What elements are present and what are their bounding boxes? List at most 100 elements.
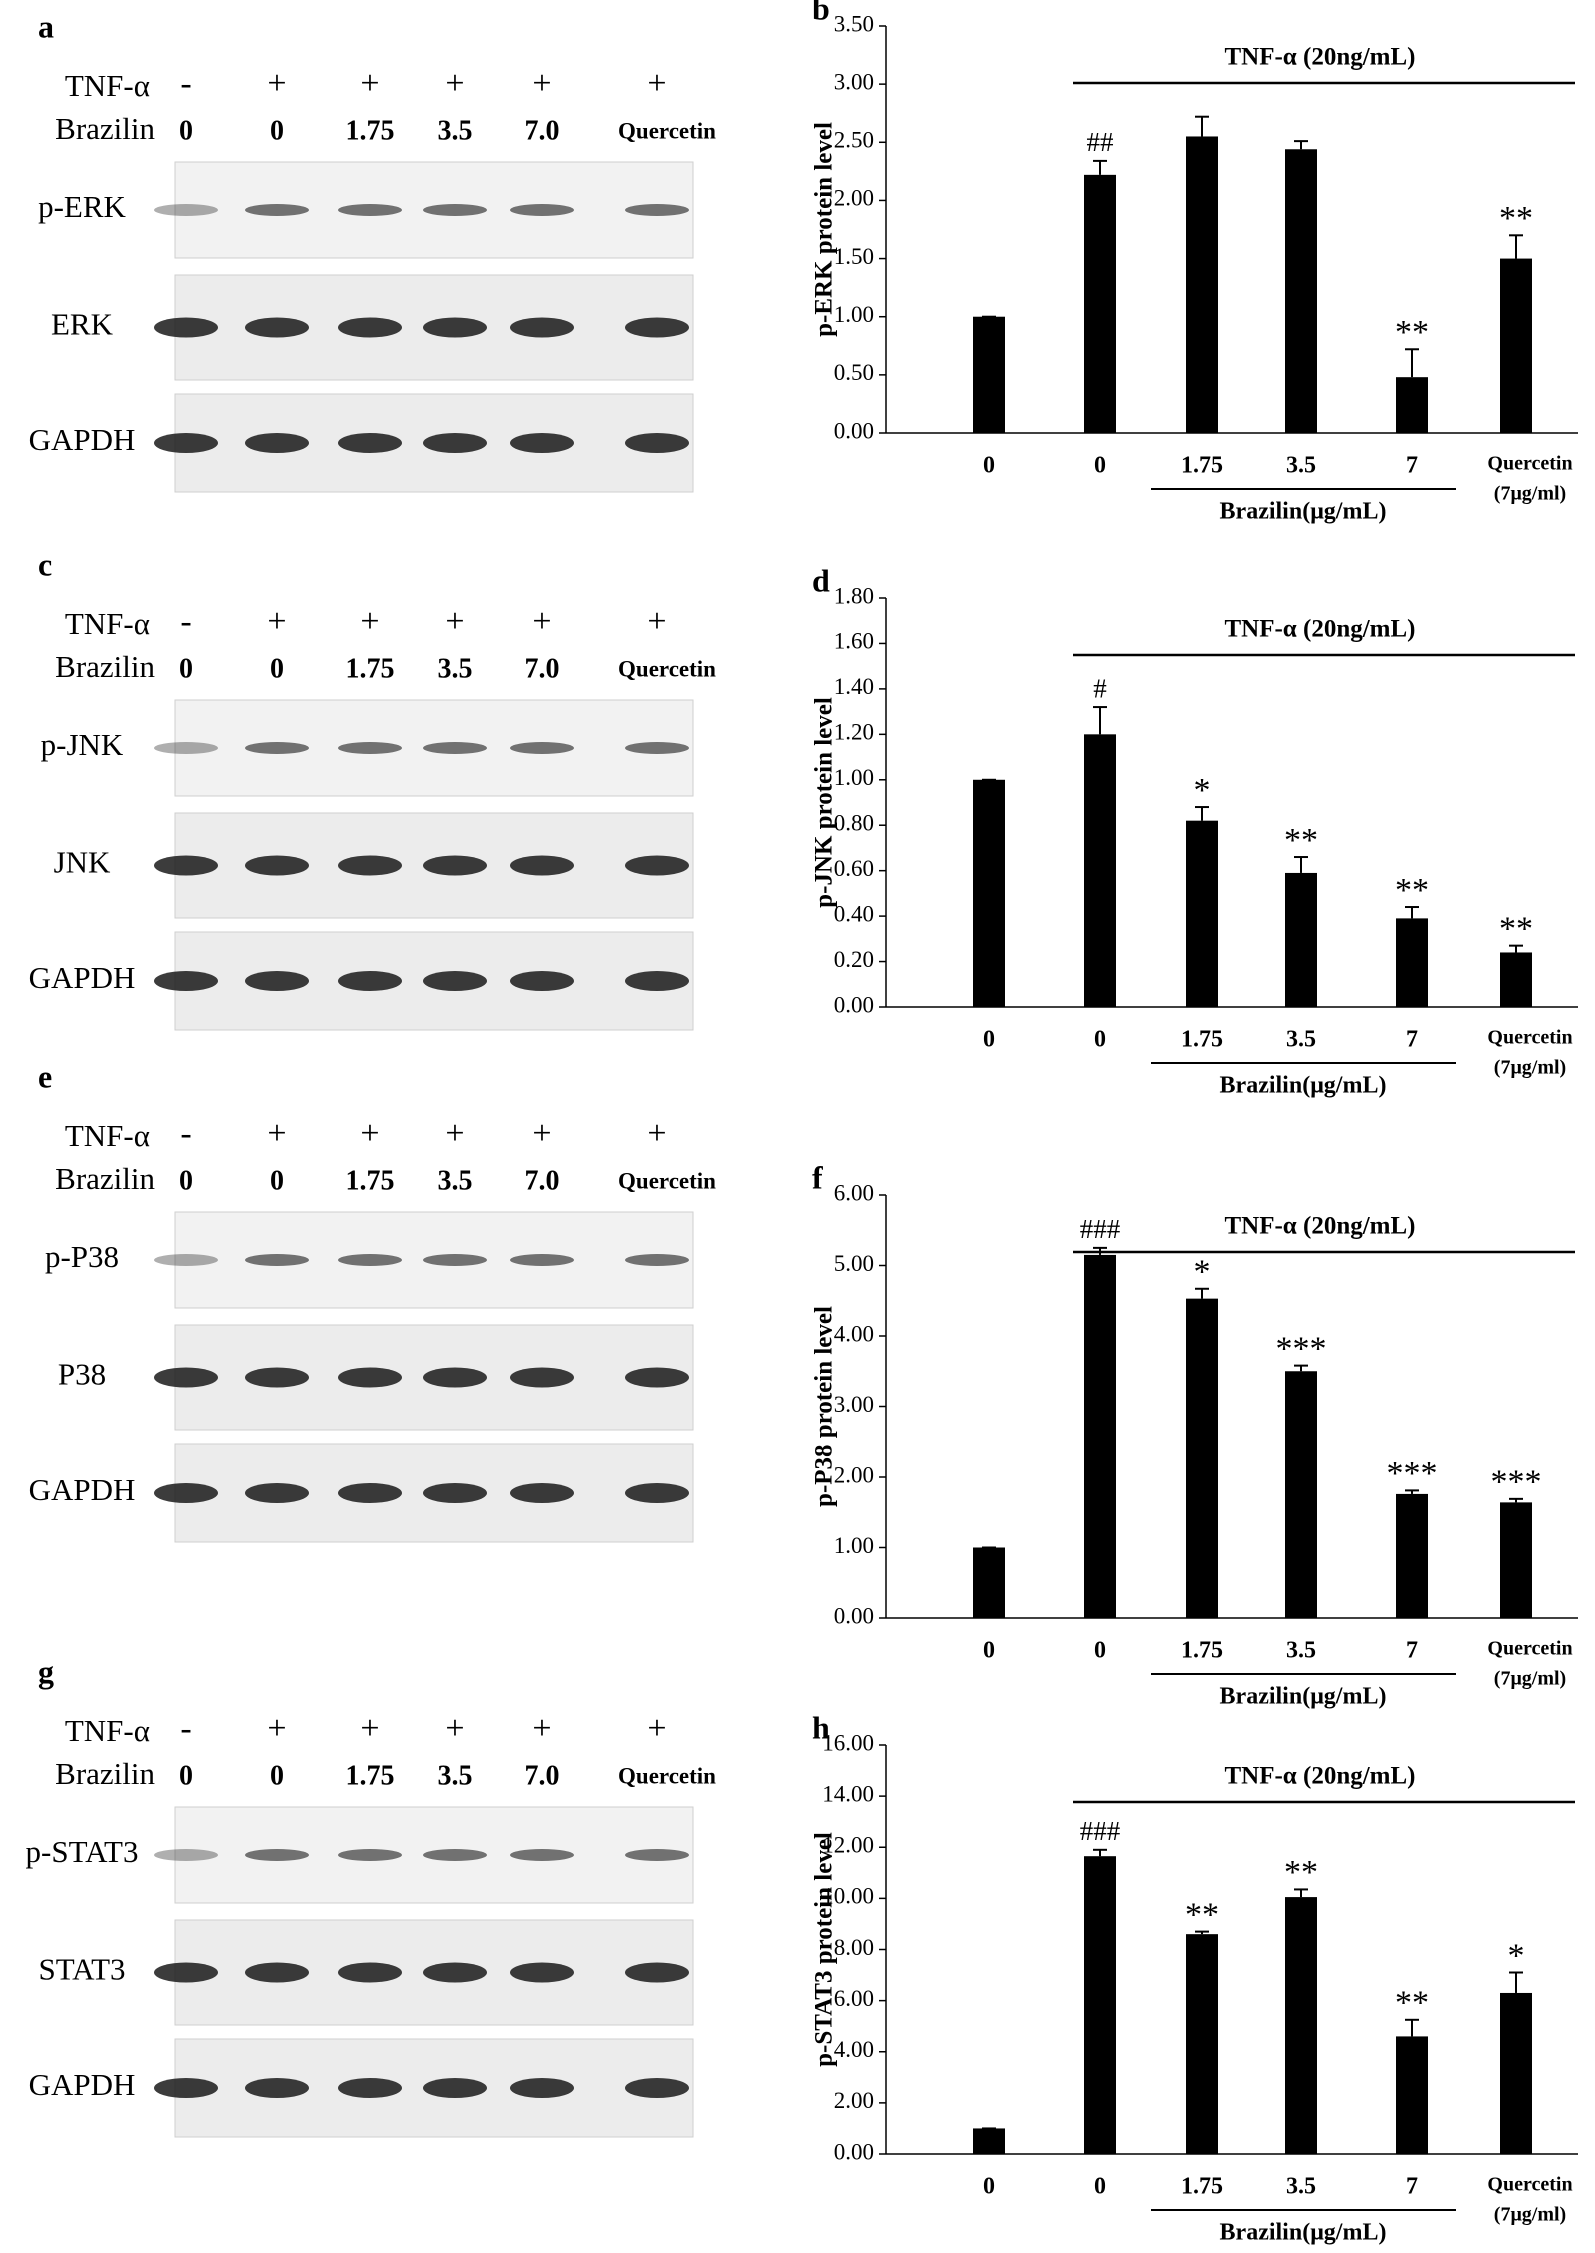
x-tick-label: 3.5 <box>1286 1027 1316 1053</box>
dose: Quercetin <box>618 1763 716 1788</box>
x-tick-label: 0 <box>1094 2174 1106 2200</box>
treatment-label: TNF-α (20ng/mL) <box>1224 616 1415 643</box>
dose-label: Brazilin <box>55 1756 155 1791</box>
band <box>625 855 689 876</box>
treatment-label: TNF-α (20ng/mL) <box>1224 1763 1415 1790</box>
significance-mark: ** <box>1499 200 1533 237</box>
sign: + <box>267 65 286 102</box>
bar <box>973 779 1005 1007</box>
band <box>423 433 487 453</box>
y-tick-label: 0.80 <box>834 811 874 836</box>
y-tick-label: 2.50 <box>834 128 874 153</box>
dose-label: Brazilin <box>55 1161 155 1196</box>
band-label: p-ERK <box>38 189 126 224</box>
sign: - <box>180 65 191 102</box>
band <box>245 2078 309 2098</box>
dose: 0 <box>270 653 284 684</box>
x-tick-label: Quercetin <box>1487 1027 1572 1049</box>
dose: 7.0 <box>525 115 560 146</box>
band <box>423 742 487 754</box>
x-tick-label: Quercetin <box>1487 1638 1572 1660</box>
band <box>625 971 689 991</box>
band-label: STAT3 <box>38 1952 125 1987</box>
y-tick-label: 2.00 <box>834 2088 874 2113</box>
dose: 0 <box>270 1760 284 1791</box>
bar <box>973 2128 1005 2154</box>
band <box>625 433 689 453</box>
sign: + <box>360 1710 379 1747</box>
band <box>245 1254 309 1266</box>
panel-label: h <box>812 1709 830 1745</box>
dose: 3.5 <box>438 1760 473 1791</box>
sign: + <box>267 1115 286 1152</box>
band <box>154 1962 218 1983</box>
x-tick-label: 3.5 <box>1286 1638 1316 1664</box>
x-tick-sublabel: (7μg/ml) <box>1494 483 1566 505</box>
band <box>423 971 487 991</box>
band-label: GAPDH <box>29 1472 136 1507</box>
y-tick-label: 1.00 <box>834 302 874 327</box>
x-tick-sublabel: (7μg/ml) <box>1494 2204 1566 2226</box>
sign: + <box>647 1710 666 1747</box>
band <box>338 204 402 216</box>
band <box>245 1962 309 1983</box>
band <box>154 2078 218 2098</box>
band <box>510 317 574 338</box>
band-label: GAPDH <box>29 2067 136 2102</box>
x-tick-label: Quercetin <box>1487 453 1572 475</box>
bar <box>1084 174 1116 434</box>
bar <box>1285 1897 1317 2154</box>
bar <box>973 316 1005 433</box>
sign: + <box>532 1115 551 1152</box>
significance-mark: ### <box>1080 1214 1121 1244</box>
band <box>510 971 574 991</box>
panel-label: e <box>38 1058 52 1094</box>
y-axis-label: p-P38 protein level <box>811 1306 838 1507</box>
bar <box>973 1547 1005 1618</box>
x-tick-label: 1.75 <box>1181 2174 1223 2200</box>
y-tick-label: 0.50 <box>834 360 874 385</box>
band <box>510 855 574 876</box>
significance-mark: ** <box>1395 872 1429 909</box>
band <box>625 1962 689 1983</box>
band <box>245 433 309 453</box>
x-tick-label: 0 <box>1094 453 1106 479</box>
panel-label: d <box>812 562 830 598</box>
band <box>154 204 218 216</box>
band <box>338 1483 402 1503</box>
x-tick-label: Quercetin <box>1487 2174 1572 2196</box>
band <box>338 971 402 991</box>
y-tick-label: 6.00 <box>834 1986 874 2011</box>
band <box>245 204 309 216</box>
significance-mark: *** <box>1491 1464 1542 1501</box>
significance-mark: * <box>1194 772 1211 809</box>
band <box>338 742 402 754</box>
significance-mark: ** <box>1284 822 1318 859</box>
y-tick-label: 1.50 <box>834 244 874 269</box>
band <box>338 1254 402 1266</box>
bar <box>1396 1493 1428 1618</box>
x-tick-label: 0 <box>983 453 995 479</box>
y-tick-label: 10.00 <box>822 1884 874 1909</box>
y-tick-label: 0.20 <box>834 947 874 972</box>
band <box>245 855 309 876</box>
dose: 0 <box>179 1165 193 1196</box>
band <box>625 1367 689 1388</box>
band <box>625 204 689 216</box>
x-tick-sublabel: (7μg/ml) <box>1494 1057 1566 1079</box>
band <box>423 2078 487 2098</box>
band <box>154 742 218 754</box>
sign: - <box>180 1115 191 1152</box>
dose: 3.5 <box>438 1165 473 1196</box>
band <box>338 1849 402 1861</box>
y-tick-label: 0.60 <box>834 856 874 881</box>
y-tick-label: 1.80 <box>834 583 874 608</box>
bar <box>1186 1934 1218 2154</box>
band <box>510 1254 574 1266</box>
bracket-label: Brazilin(μg/mL) <box>1220 1684 1387 1710</box>
sign: + <box>532 1710 551 1747</box>
band-label: P38 <box>58 1357 106 1392</box>
sign: + <box>267 603 286 640</box>
band-label: p-P38 <box>45 1239 119 1274</box>
significance-mark: ** <box>1284 1854 1318 1891</box>
